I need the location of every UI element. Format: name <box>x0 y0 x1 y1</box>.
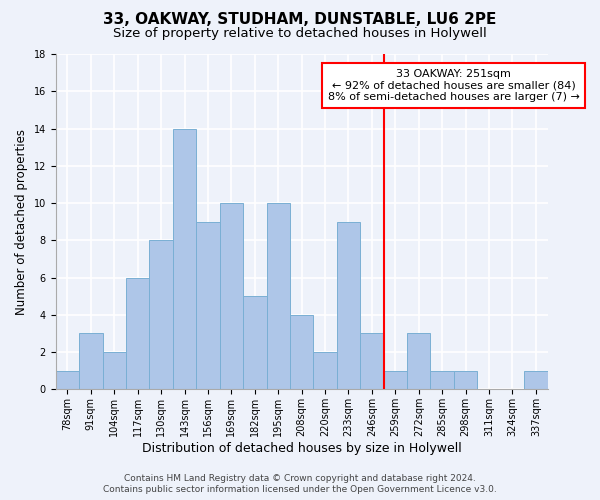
Bar <box>103 352 126 390</box>
Bar <box>360 334 383 390</box>
Bar <box>243 296 266 390</box>
Bar <box>383 370 407 390</box>
Bar <box>56 370 79 390</box>
Bar <box>430 370 454 390</box>
Text: 33 OAKWAY: 251sqm
← 92% of detached houses are smaller (84)
8% of semi-detached : 33 OAKWAY: 251sqm ← 92% of detached hous… <box>328 69 580 102</box>
Y-axis label: Number of detached properties: Number of detached properties <box>15 128 28 314</box>
Bar <box>220 203 243 390</box>
Text: Contains HM Land Registry data © Crown copyright and database right 2024.
Contai: Contains HM Land Registry data © Crown c… <box>103 474 497 494</box>
Bar <box>149 240 173 390</box>
Text: 33, OAKWAY, STUDHAM, DUNSTABLE, LU6 2PE: 33, OAKWAY, STUDHAM, DUNSTABLE, LU6 2PE <box>103 12 497 28</box>
Bar <box>173 128 196 390</box>
Bar <box>313 352 337 390</box>
Bar <box>290 315 313 390</box>
Bar <box>126 278 149 390</box>
Bar <box>337 222 360 390</box>
Bar <box>454 370 478 390</box>
Bar <box>79 334 103 390</box>
Text: Size of property relative to detached houses in Holywell: Size of property relative to detached ho… <box>113 28 487 40</box>
Bar <box>524 370 548 390</box>
Bar <box>266 203 290 390</box>
Bar <box>196 222 220 390</box>
Bar <box>407 334 430 390</box>
X-axis label: Distribution of detached houses by size in Holywell: Distribution of detached houses by size … <box>142 442 461 455</box>
